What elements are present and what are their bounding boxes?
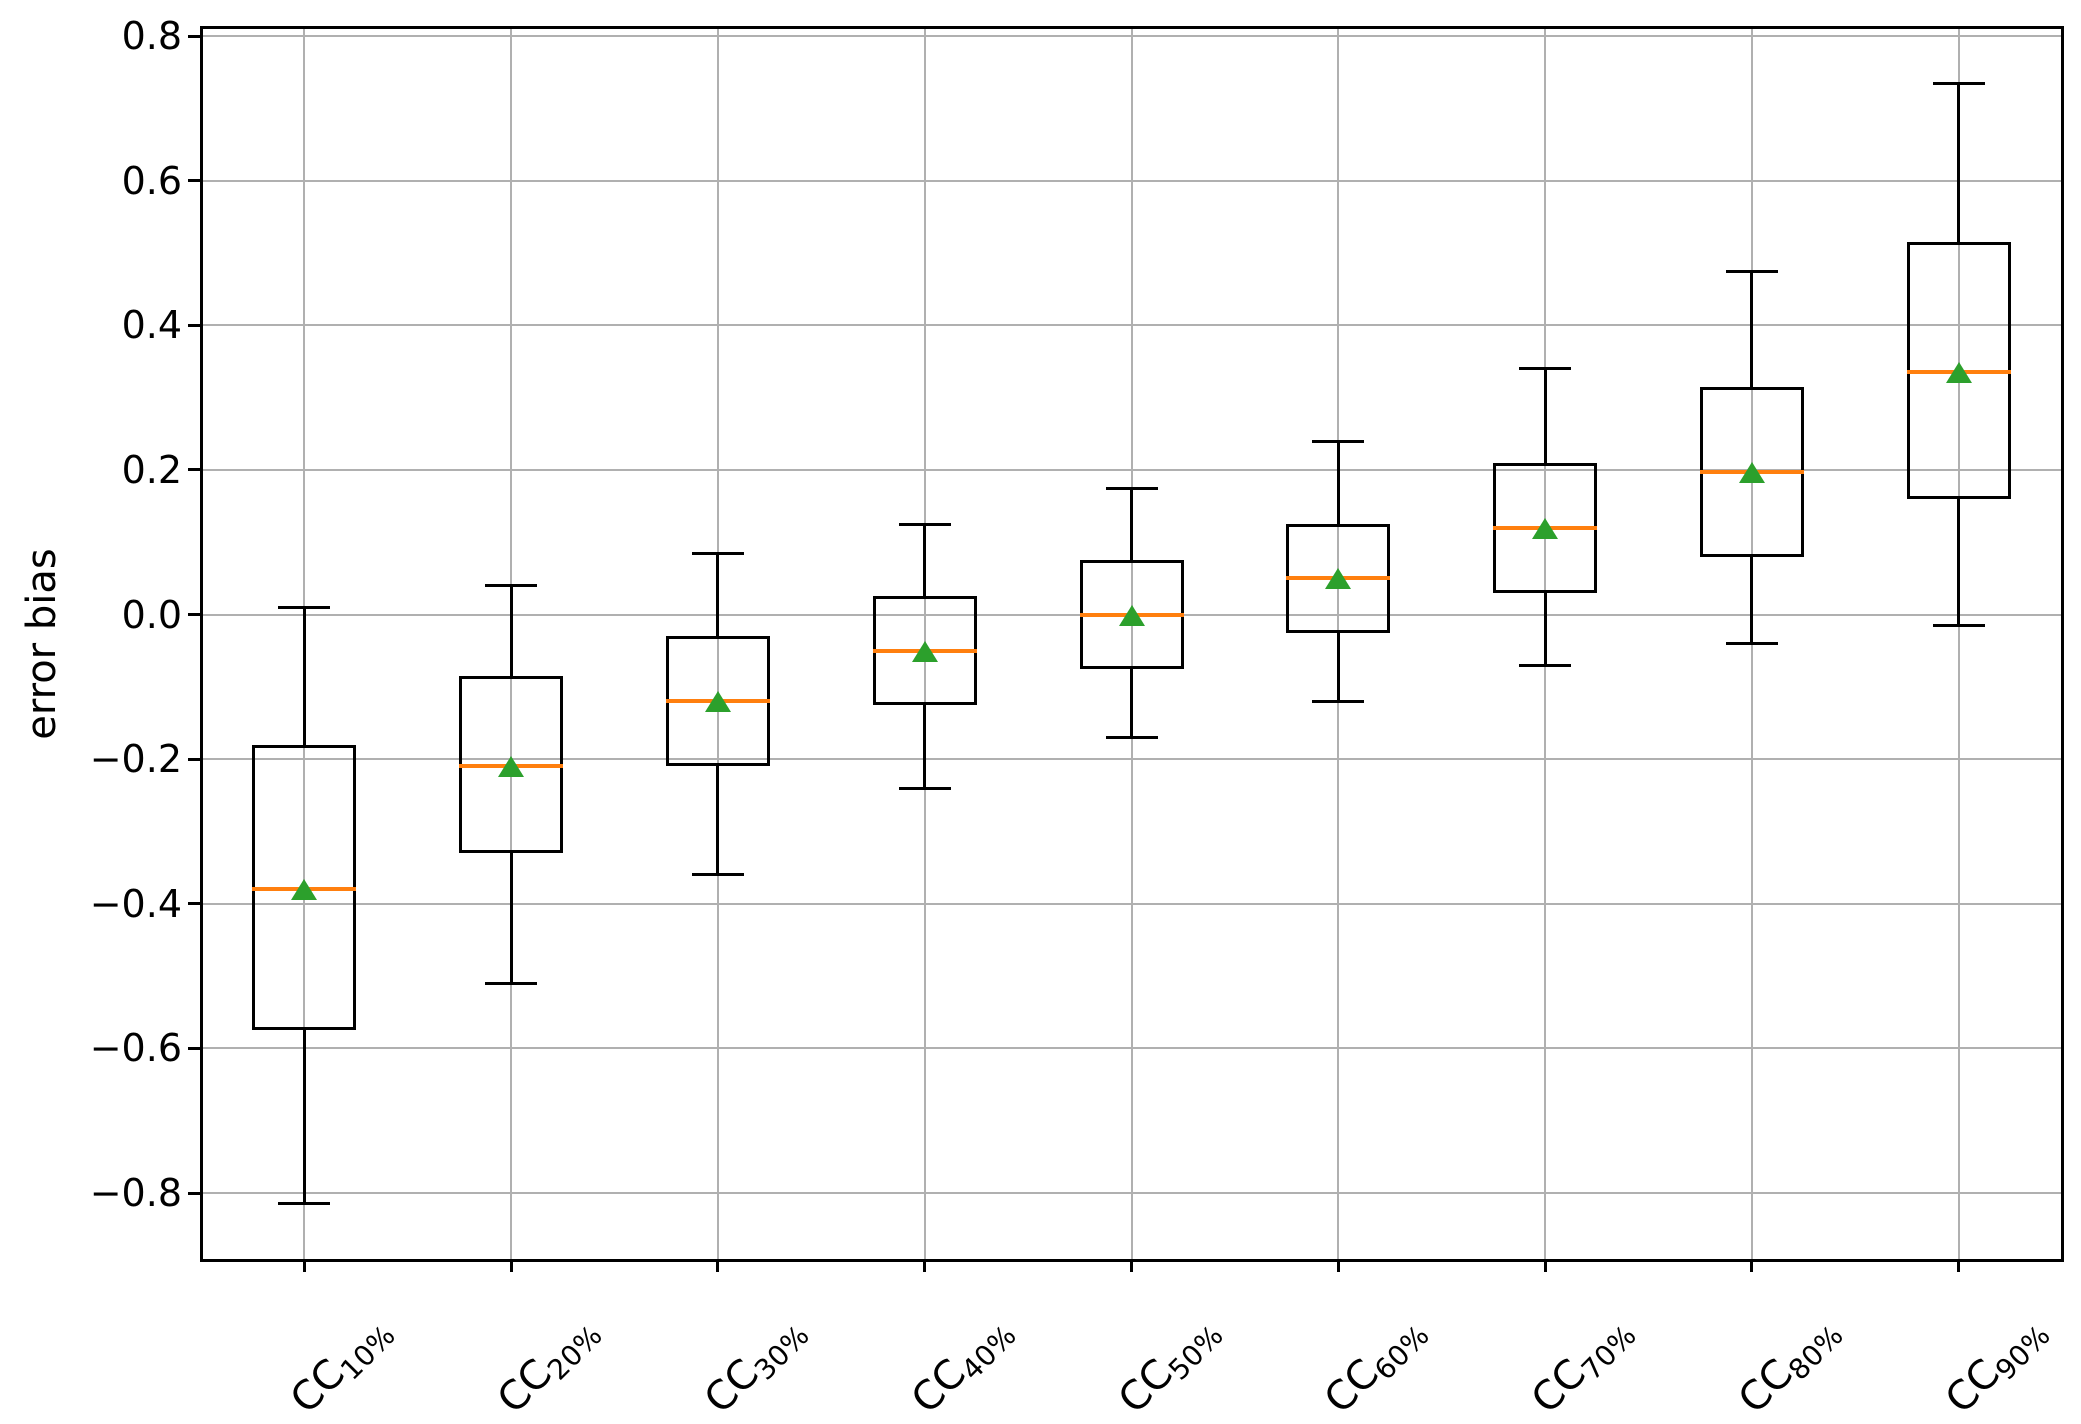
whisker-upper-cap bbox=[1105, 486, 1158, 490]
whisker-upper-cap bbox=[1519, 367, 1572, 371]
y-tick-label: 0.0 bbox=[121, 592, 182, 637]
whisker-lower-cap bbox=[1932, 623, 1985, 627]
y-tick bbox=[188, 323, 201, 327]
whisker-lower-cap bbox=[1312, 699, 1365, 703]
x-tick-label: CC20% bbox=[489, 1306, 609, 1424]
whisker-lower-line bbox=[302, 1030, 306, 1204]
mean-marker bbox=[911, 640, 938, 662]
whisker-lower-line bbox=[923, 704, 927, 789]
mean-marker bbox=[1945, 362, 1972, 384]
whisker-upper-cap bbox=[278, 605, 331, 609]
whisker-lower-line bbox=[1750, 556, 1754, 644]
x-tick bbox=[509, 1260, 513, 1272]
x-tick bbox=[1750, 1260, 1754, 1272]
y-tick-label: 0.2 bbox=[121, 447, 182, 492]
x-tick-label: CC80% bbox=[1730, 1306, 1850, 1424]
mean-marker bbox=[291, 879, 318, 901]
y-tick bbox=[188, 1191, 201, 1195]
x-tick-label: CC60% bbox=[1316, 1306, 1436, 1424]
y-tick bbox=[188, 179, 201, 183]
x-tick-label: CC50% bbox=[1109, 1306, 1229, 1424]
whisker-lower-cap bbox=[485, 981, 538, 985]
mean-marker bbox=[1325, 568, 1352, 590]
x-tick-label: CC30% bbox=[696, 1306, 816, 1424]
gridline-vertical bbox=[716, 27, 719, 1260]
whisker-upper-cap bbox=[691, 551, 744, 555]
whisker-lower-cap bbox=[1519, 663, 1572, 667]
whisker-upper-line bbox=[509, 585, 513, 677]
whisker-upper-cap bbox=[898, 522, 951, 526]
whisker-upper-line bbox=[1543, 368, 1547, 463]
x-tick bbox=[1130, 1260, 1133, 1272]
mean-marker bbox=[498, 756, 525, 778]
x-tick bbox=[923, 1260, 927, 1272]
y-tick-label: 0.8 bbox=[121, 14, 182, 59]
whisker-lower-cap bbox=[1725, 642, 1778, 645]
y-tick bbox=[188, 757, 201, 761]
whisker-upper-line bbox=[1750, 271, 1754, 387]
whisker-lower-line bbox=[1336, 632, 1340, 702]
y-tick bbox=[188, 1046, 201, 1050]
y-tick bbox=[188, 613, 201, 617]
mean-marker bbox=[1118, 604, 1145, 626]
whisker-upper-line bbox=[716, 553, 720, 637]
whisker-lower-line bbox=[716, 766, 720, 875]
x-tick-label: CC70% bbox=[1523, 1306, 1643, 1424]
mean-marker bbox=[1738, 462, 1765, 484]
y-tick bbox=[188, 34, 201, 38]
whisker-lower-cap bbox=[1105, 736, 1158, 739]
whisker-upper-line bbox=[302, 607, 306, 745]
x-tick-label: CC40% bbox=[903, 1306, 1023, 1424]
whisker-upper-cap bbox=[1725, 269, 1778, 273]
x-tick bbox=[716, 1260, 720, 1272]
whisker-upper-cap bbox=[485, 584, 538, 588]
y-tick-label: −0.8 bbox=[89, 1171, 182, 1216]
gridline-vertical bbox=[1957, 27, 1960, 1260]
whisker-lower-cap bbox=[278, 1202, 331, 1206]
whisker-upper-cap bbox=[1312, 439, 1365, 443]
gridline-vertical bbox=[1130, 27, 1133, 1260]
mean-marker bbox=[704, 691, 731, 713]
whisker-upper-line bbox=[923, 524, 927, 597]
whisker-lower-line bbox=[1130, 668, 1133, 738]
whisker-upper-line bbox=[1957, 83, 1961, 243]
whisker-upper-line bbox=[1130, 488, 1133, 561]
x-tick-label: CC10% bbox=[282, 1306, 402, 1424]
y-tick-label: −0.6 bbox=[89, 1026, 182, 1071]
x-tick bbox=[1543, 1260, 1547, 1272]
y-tick-label: −0.2 bbox=[89, 737, 182, 782]
y-tick-label: 0.4 bbox=[121, 303, 182, 348]
whisker-lower-line bbox=[1957, 498, 1961, 626]
y-tick-label: −0.4 bbox=[89, 881, 182, 926]
whisker-upper-line bbox=[1336, 441, 1340, 525]
x-tick bbox=[1336, 1260, 1340, 1272]
whisker-lower-cap bbox=[691, 873, 744, 877]
y-tick bbox=[188, 468, 201, 472]
x-tick bbox=[1957, 1260, 1961, 1272]
y-tick-label: 0.6 bbox=[121, 158, 182, 203]
y-tick bbox=[188, 902, 201, 906]
whisker-upper-cap bbox=[1932, 81, 1985, 85]
x-tick-label: CC90% bbox=[1937, 1306, 2057, 1424]
whisker-lower-line bbox=[509, 853, 513, 984]
x-tick bbox=[302, 1260, 306, 1272]
y-axis-label: error bias bbox=[19, 548, 65, 740]
mean-marker bbox=[1532, 517, 1559, 539]
whisker-lower-line bbox=[1543, 592, 1547, 666]
whisker-lower-cap bbox=[898, 786, 951, 790]
